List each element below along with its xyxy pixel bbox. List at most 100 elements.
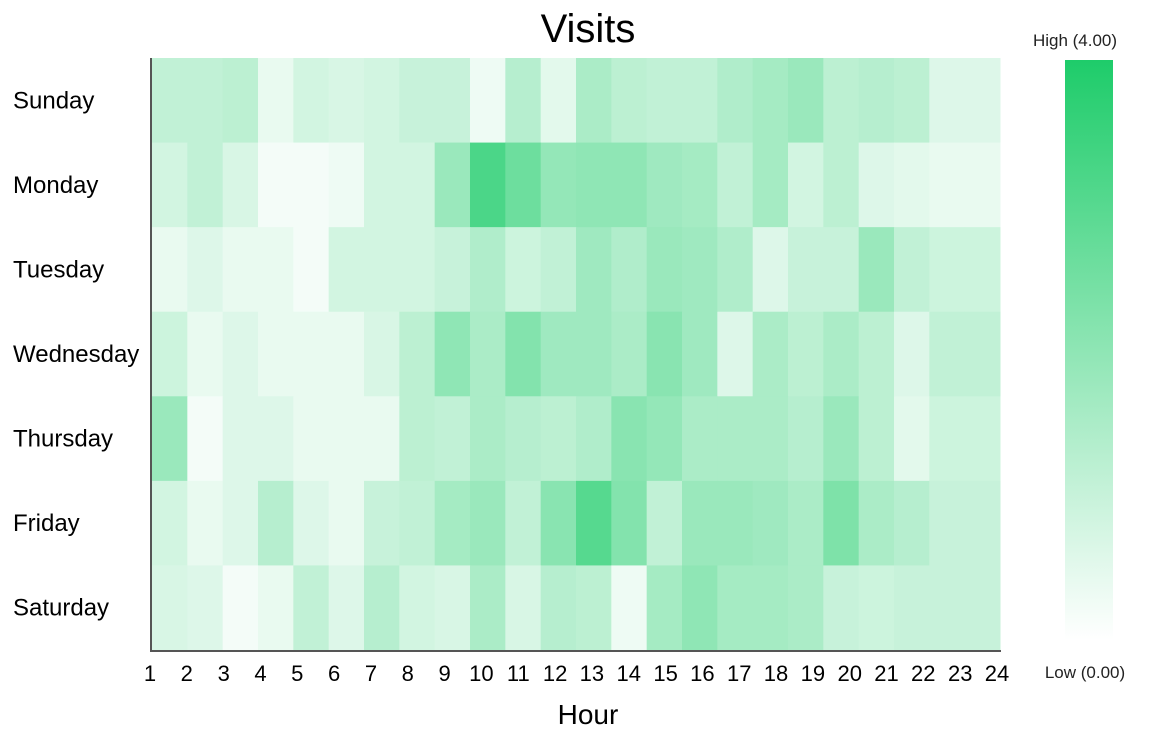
heatmap-cell-monday-23 [929,142,966,228]
heatmap-cell-friday-20 [823,480,860,566]
heatmap-cell-monday-14 [611,142,648,228]
heatmap-cell-sunday-18 [752,58,789,144]
heatmap-cell-monday-20 [823,142,860,228]
heatmap-cell-saturday-18 [752,565,789,651]
heatmap-cell-sunday-1 [152,58,188,144]
heatmap-cell-friday-1 [152,480,188,566]
hour-tick-14: 14 [616,661,640,686]
heatmap-cell-tuesday-4 [258,227,294,313]
heatmap-cell-tuesday-5 [293,227,330,313]
heatmap-cell-sunday-6 [328,58,365,144]
heatmap-cell-wednesday-8 [399,311,436,397]
heatmap-cell-wednesday-17 [717,311,754,397]
heatmap-cell-sunday-5 [293,58,330,144]
heatmap-cells [152,58,1001,651]
heatmap-cell-thursday-18 [752,396,789,482]
heatmap-cell-tuesday-21 [858,227,895,313]
heatmap-cell-wednesday-14 [611,311,648,397]
heatmap-cell-tuesday-15 [646,227,683,313]
heatmap-cell-wednesday-10 [470,311,506,397]
hour-tick-3: 3 [218,661,230,686]
heatmap-cell-saturday-14 [611,565,648,651]
heatmap-cell-tuesday-11 [505,227,542,313]
hour-tick-9: 9 [438,661,450,686]
heatmap-cell-friday-4 [258,480,294,566]
heatmap-cell-saturday-4 [258,565,294,651]
heatmap-cell-saturday-8 [399,565,436,651]
heatmap-cell-saturday-6 [328,565,365,651]
heatmap-cell-friday-6 [328,480,365,566]
heatmap-cell-friday-12 [540,480,577,566]
heatmap-cell-thursday-24 [964,396,1001,482]
heatmap-cell-wednesday-24 [964,311,1001,397]
hour-tick-22: 22 [911,661,935,686]
hour-tick-7: 7 [365,661,377,686]
heatmap-cell-thursday-15 [646,396,683,482]
heatmap-cell-monday-19 [788,142,824,228]
heatmap-cell-tuesday-9 [434,227,471,313]
heatmap-cell-friday-7 [364,480,400,566]
hour-tick-1: 1 [144,661,156,686]
heatmap-cell-friday-13 [576,480,612,566]
hour-tick-19: 19 [801,661,825,686]
day-label-friday: Friday [13,510,80,537]
hour-tick-12: 12 [543,661,567,686]
hour-tick-21: 21 [874,661,898,686]
heatmap-cell-wednesday-13 [576,311,612,397]
legend-low-label: Low (0.00) [1045,663,1125,682]
heatmap-cell-thursday-21 [858,396,895,482]
day-labels: Sunday Monday Tuesday Wednesday Thursday Frid… [13,87,139,621]
heatmap-cell-wednesday-11 [505,311,542,397]
heatmap-cell-tuesday-24 [964,227,1001,313]
heatmap-cell-sunday-8 [399,58,436,144]
heatmap-cell-monday-6 [328,142,365,228]
heatmap-cell-sunday-13 [576,58,612,144]
heatmap-cell-tuesday-14 [611,227,648,313]
heatmap-cell-tuesday-2 [187,227,224,313]
hour-tick-16: 16 [690,661,714,686]
heatmap-cell-sunday-24 [964,58,1001,144]
heatmap-cell-tuesday-18 [752,227,789,313]
heatmap-cell-thursday-12 [540,396,577,482]
heatmap-cell-wednesday-4 [258,311,294,397]
heatmap-cell-sunday-22 [894,58,930,144]
heatmap-cell-thursday-1 [152,396,188,482]
heatmap-cell-friday-14 [611,480,648,566]
heatmap-cell-wednesday-7 [364,311,400,397]
heatmap-cell-sunday-23 [929,58,966,144]
heatmap-cell-saturday-21 [858,565,895,651]
heatmap-cell-friday-11 [505,480,542,566]
hour-tick-11: 11 [507,661,530,686]
heatmap-cell-friday-22 [894,480,930,566]
heatmap-cell-thursday-13 [576,396,612,482]
heatmap-cell-monday-5 [293,142,330,228]
heatmap-cell-tuesday-23 [929,227,966,313]
heatmap-cell-saturday-23 [929,565,966,651]
heatmap-cell-wednesday-3 [222,311,259,397]
heatmap-cell-saturday-1 [152,565,188,651]
heatmap-cell-monday-12 [540,142,577,228]
heatmap-cell-sunday-4 [258,58,294,144]
day-label-thursday: Thursday [13,426,113,453]
day-label-saturday: Saturday [13,595,109,622]
heatmap-cell-sunday-10 [470,58,506,144]
hour-tick-6: 6 [328,661,340,686]
heatmap-cell-thursday-23 [929,396,966,482]
heatmap-cell-saturday-22 [894,565,930,651]
heatmap-cell-sunday-20 [823,58,860,144]
heatmap-cell-thursday-7 [364,396,400,482]
day-label-tuesday: Tuesday [13,256,104,283]
heatmap-cell-friday-21 [858,480,895,566]
heatmap-cell-friday-3 [222,480,259,566]
heatmap-cell-wednesday-18 [752,311,789,397]
heatmap-cell-tuesday-12 [540,227,577,313]
heatmap-cell-monday-17 [717,142,754,228]
heatmap-cell-thursday-8 [399,396,436,482]
heatmap-cell-thursday-5 [293,396,330,482]
heatmap-cell-thursday-10 [470,396,506,482]
heatmap-cell-saturday-15 [646,565,683,651]
heatmap-cell-friday-8 [399,480,436,566]
heatmap-cell-wednesday-19 [788,311,824,397]
heatmap-cell-saturday-16 [682,565,718,651]
day-label-wednesday: Wednesday [13,341,139,368]
